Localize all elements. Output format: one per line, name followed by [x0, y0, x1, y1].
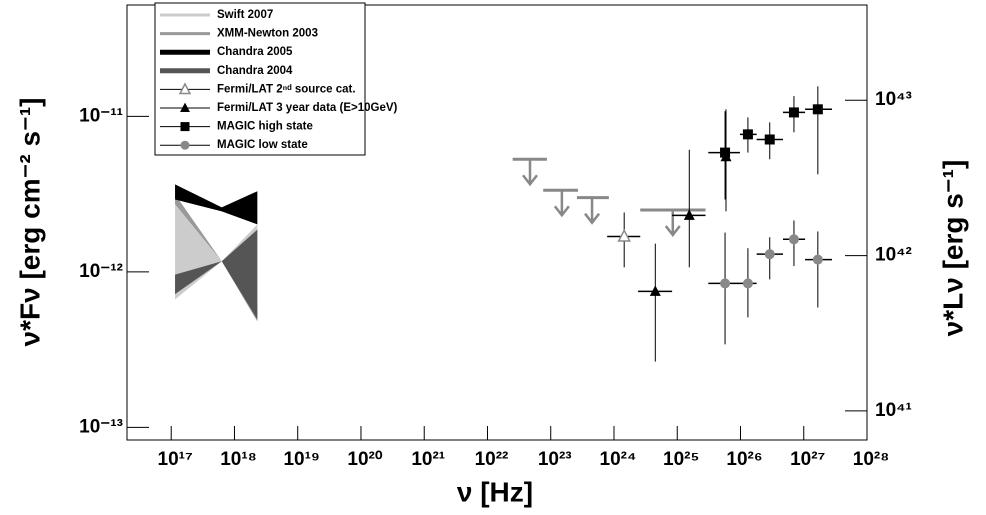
- marker: [742, 129, 753, 140]
- x-tick-label: 10²⁷: [790, 449, 825, 470]
- marker: [788, 107, 799, 118]
- y2-tick-label: 10⁴³: [875, 89, 912, 110]
- legend-label: Fermi/LAT 2ⁿᵈ source cat.: [217, 83, 356, 95]
- x-tick-label: 10¹⁹: [283, 449, 319, 470]
- legend-box: [154, 2, 366, 156]
- y2-tick-label: 10⁴²: [875, 245, 912, 266]
- bowtie: [175, 204, 258, 320]
- bowtie: [175, 194, 258, 322]
- legend-label: MAGIC high state: [217, 121, 313, 133]
- marker: [617, 228, 631, 242]
- bowtie: [175, 229, 258, 320]
- legend-marker: [180, 140, 190, 150]
- legend-label: MAGIC low state: [217, 139, 308, 151]
- x-tick-label: 10¹⁷: [158, 449, 193, 470]
- upper-limit-arrow: [522, 159, 538, 187]
- legend-label: XMM-Newton 2003: [217, 28, 318, 40]
- marker: [812, 104, 823, 115]
- y-tick-label: 10⁻¹²: [79, 261, 123, 282]
- legend-label: Chandra 2005: [217, 46, 293, 58]
- x-tick-label: 10²¹: [411, 449, 445, 470]
- x-tick-label: 10²⁶: [726, 449, 762, 470]
- legend-marker: [178, 82, 192, 95]
- y2-tick-label: 10⁴¹: [875, 400, 912, 421]
- legend-label: Swift 2007: [217, 9, 273, 21]
- x-tick-label: 10²²: [475, 449, 509, 470]
- x-axis-title: ν [Hz]: [457, 476, 533, 507]
- legend-label: Chandra 2004: [217, 65, 293, 77]
- y-tick-label: 10⁻¹³: [79, 416, 123, 437]
- marker: [683, 209, 695, 220]
- x-tick-label: 10¹⁸: [220, 449, 256, 470]
- y-axis-title: ν*Fν [erg cm⁻² s⁻¹]: [14, 98, 45, 347]
- upper-limit-arrow: [664, 209, 681, 238]
- x-tick-label: 10²⁰: [347, 449, 382, 470]
- x-tick-label: 10²³: [538, 449, 572, 470]
- x-tick-label: 10²⁴: [600, 449, 637, 470]
- upper-limit-arrow: [584, 197, 601, 225]
- y2-axis-title: ν*Lν [erg s⁻¹]: [937, 160, 968, 337]
- legend-marker: [180, 122, 190, 132]
- legend-marker: [180, 102, 190, 113]
- legend-label: Fermi/LAT 3 year data (E>10GeV): [217, 102, 398, 114]
- x-tick-label: 10²⁸: [853, 449, 889, 470]
- marker: [764, 249, 775, 260]
- bowtie: [175, 184, 258, 225]
- marker: [720, 147, 731, 158]
- marker: [720, 278, 731, 289]
- plot-frame: [126, 4, 868, 441]
- marker: [764, 134, 775, 145]
- x-tick-label: 10²⁵: [663, 449, 699, 470]
- upper-limit-arrow: [553, 190, 570, 218]
- marker: [812, 254, 823, 265]
- marker: [742, 278, 753, 289]
- y-tick-label: 10⁻¹¹: [79, 105, 123, 126]
- marker: [649, 285, 661, 296]
- marker: [788, 234, 799, 245]
